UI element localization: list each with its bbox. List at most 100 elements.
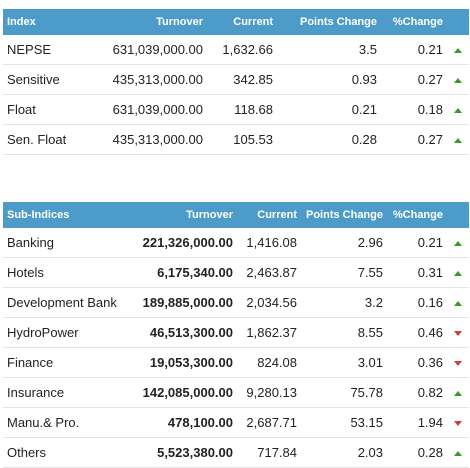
table-row: Banking 221,326,000.00 1,416.08 2.96 0.21 [3, 228, 469, 258]
table-row: HydroPower 46,513,300.00 1,862.37 8.55 0.46 [3, 317, 469, 348]
turnover-value: 6,175,340.00 [133, 257, 237, 288]
index-name: Banking [3, 228, 133, 258]
triangle-up-icon [454, 138, 462, 144]
triangle-up-icon [454, 271, 462, 277]
pct-change-value: 0.27 [381, 124, 447, 155]
turnover-value: 435,313,000.00 [95, 124, 207, 155]
points-change-value: 75.78 [301, 377, 387, 408]
trend-cell [447, 124, 469, 155]
turnover-value: 142,085,000.00 [133, 377, 237, 408]
turnover-value: 189,885,000.00 [133, 287, 237, 318]
triangle-up-icon [454, 391, 462, 397]
trend-cell [447, 287, 469, 318]
current-value: 1,416.08 [237, 228, 301, 258]
trend-cell [447, 64, 469, 95]
points-change-value: 3.01 [301, 347, 387, 378]
turnover-value: 435,313,000.00 [95, 64, 207, 95]
turnover-value: 631,039,000.00 [95, 94, 207, 125]
current-value: 717.84 [237, 437, 301, 468]
trend-cell [447, 347, 469, 378]
current-value: 105.53 [207, 124, 277, 155]
triangle-up-icon [454, 451, 462, 457]
trend-cell [447, 257, 469, 288]
header-arrow [447, 9, 469, 35]
turnover-value: 478,100.00 [133, 407, 237, 438]
table-row: Float 631,039,000.00 118.68 0.21 0.18 [3, 94, 469, 125]
points-change-value: 0.21 [277, 94, 381, 125]
trend-cell [447, 35, 469, 65]
pct-change-value: 0.46 [387, 317, 447, 348]
triangle-up-icon [454, 108, 462, 114]
current-value: 2,034.56 [237, 287, 301, 318]
table-row: Development Bank 189,885,000.00 2,034.56 3.… [3, 287, 469, 318]
index-table: Index Turnover Current Points Change %Ch… [3, 9, 469, 155]
header-points-change: Points Change [301, 202, 387, 228]
header-index: Index [3, 9, 95, 35]
pct-change-value: 0.28 [387, 437, 447, 468]
current-value: 2,463.87 [237, 257, 301, 288]
pct-change-value: 0.36 [387, 347, 447, 378]
trend-cell [447, 94, 469, 125]
current-value: 118.68 [207, 94, 277, 125]
trend-cell [447, 317, 469, 348]
index-name: Insurance [3, 377, 133, 408]
current-value: 2,687.71 [237, 407, 301, 438]
table-row: NEPSE 631,039,000.00 1,632.66 3.5 0.21 [3, 35, 469, 65]
triangle-down-icon [454, 331, 462, 337]
triangle-up-icon [454, 241, 462, 247]
index-name: Float [3, 94, 95, 125]
table-row: Sensitive 435,313,000.00 342.85 0.93 0.27 [3, 64, 469, 95]
triangle-up-icon [454, 301, 462, 307]
pct-change-value: 0.31 [387, 257, 447, 288]
triangle-down-icon [454, 361, 462, 367]
index-name: Development Bank [3, 287, 133, 318]
points-change-value: 2.03 [301, 437, 387, 468]
index-name: Sensitive [3, 64, 95, 95]
points-change-value: 53.15 [301, 407, 387, 438]
table-row: Sen. Float 435,313,000.00 105.53 0.28 0.27 [3, 124, 469, 155]
triangle-up-icon [454, 78, 462, 84]
sub-indices-table: Sub-Indices Turnover Current Points Chan… [3, 202, 469, 468]
current-value: 342.85 [207, 64, 277, 95]
points-change-value: 0.93 [277, 64, 381, 95]
turnover-value: 46,513,300.00 [133, 317, 237, 348]
pct-change-value: 0.16 [387, 287, 447, 318]
sub-indices-table-header: Sub-Indices Turnover Current Points Chan… [3, 202, 469, 228]
header-pct-change: %Change [387, 202, 447, 228]
header-turnover: Turnover [95, 9, 207, 35]
pct-change-value: 0.82 [387, 377, 447, 408]
index-name: HydroPower [3, 317, 133, 348]
table-row: Hotels 6,175,340.00 2,463.87 7.55 0.31 [3, 257, 469, 288]
table-row: Insurance 142,085,000.00 9,280.13 75.78 0.82 [3, 377, 469, 408]
turnover-value: 221,326,000.00 [133, 228, 237, 258]
index-name: Manu.& Pro. [3, 407, 133, 438]
table-row: Manu.& Pro. 478,100.00 2,687.71 53.15 1.94 [3, 407, 469, 438]
table-row: Finance 19,053,300.00 824.08 3.01 0.36 [3, 347, 469, 378]
index-name: Others [3, 437, 133, 468]
pct-change-value: 0.21 [381, 35, 447, 65]
pct-change-value: 0.21 [387, 228, 447, 258]
points-change-value: 7.55 [301, 257, 387, 288]
trend-cell [447, 407, 469, 438]
header-current: Current [207, 9, 277, 35]
points-change-value: 8.55 [301, 317, 387, 348]
index-table-header: Index Turnover Current Points Change %Ch… [3, 9, 469, 35]
current-value: 1,862.37 [237, 317, 301, 348]
index-name: Hotels [3, 257, 133, 288]
turnover-value: 631,039,000.00 [95, 35, 207, 65]
pct-change-value: 0.27 [381, 64, 447, 95]
index-name: Finance [3, 347, 133, 378]
table-row: Others 5,523,380.00 717.84 2.03 0.28 [3, 437, 469, 468]
header-turnover: Turnover [133, 202, 237, 228]
points-change-value: 2.96 [301, 228, 387, 258]
header-pct-change: %Change [381, 9, 447, 35]
trend-cell [447, 377, 469, 408]
index-name: NEPSE [3, 35, 95, 65]
triangle-up-icon [454, 48, 462, 54]
turnover-value: 19,053,300.00 [133, 347, 237, 378]
current-value: 1,632.66 [207, 35, 277, 65]
current-value: 9,280.13 [237, 377, 301, 408]
header-current: Current [237, 202, 301, 228]
turnover-value: 5,523,380.00 [133, 437, 237, 468]
pct-change-value: 1.94 [387, 407, 447, 438]
